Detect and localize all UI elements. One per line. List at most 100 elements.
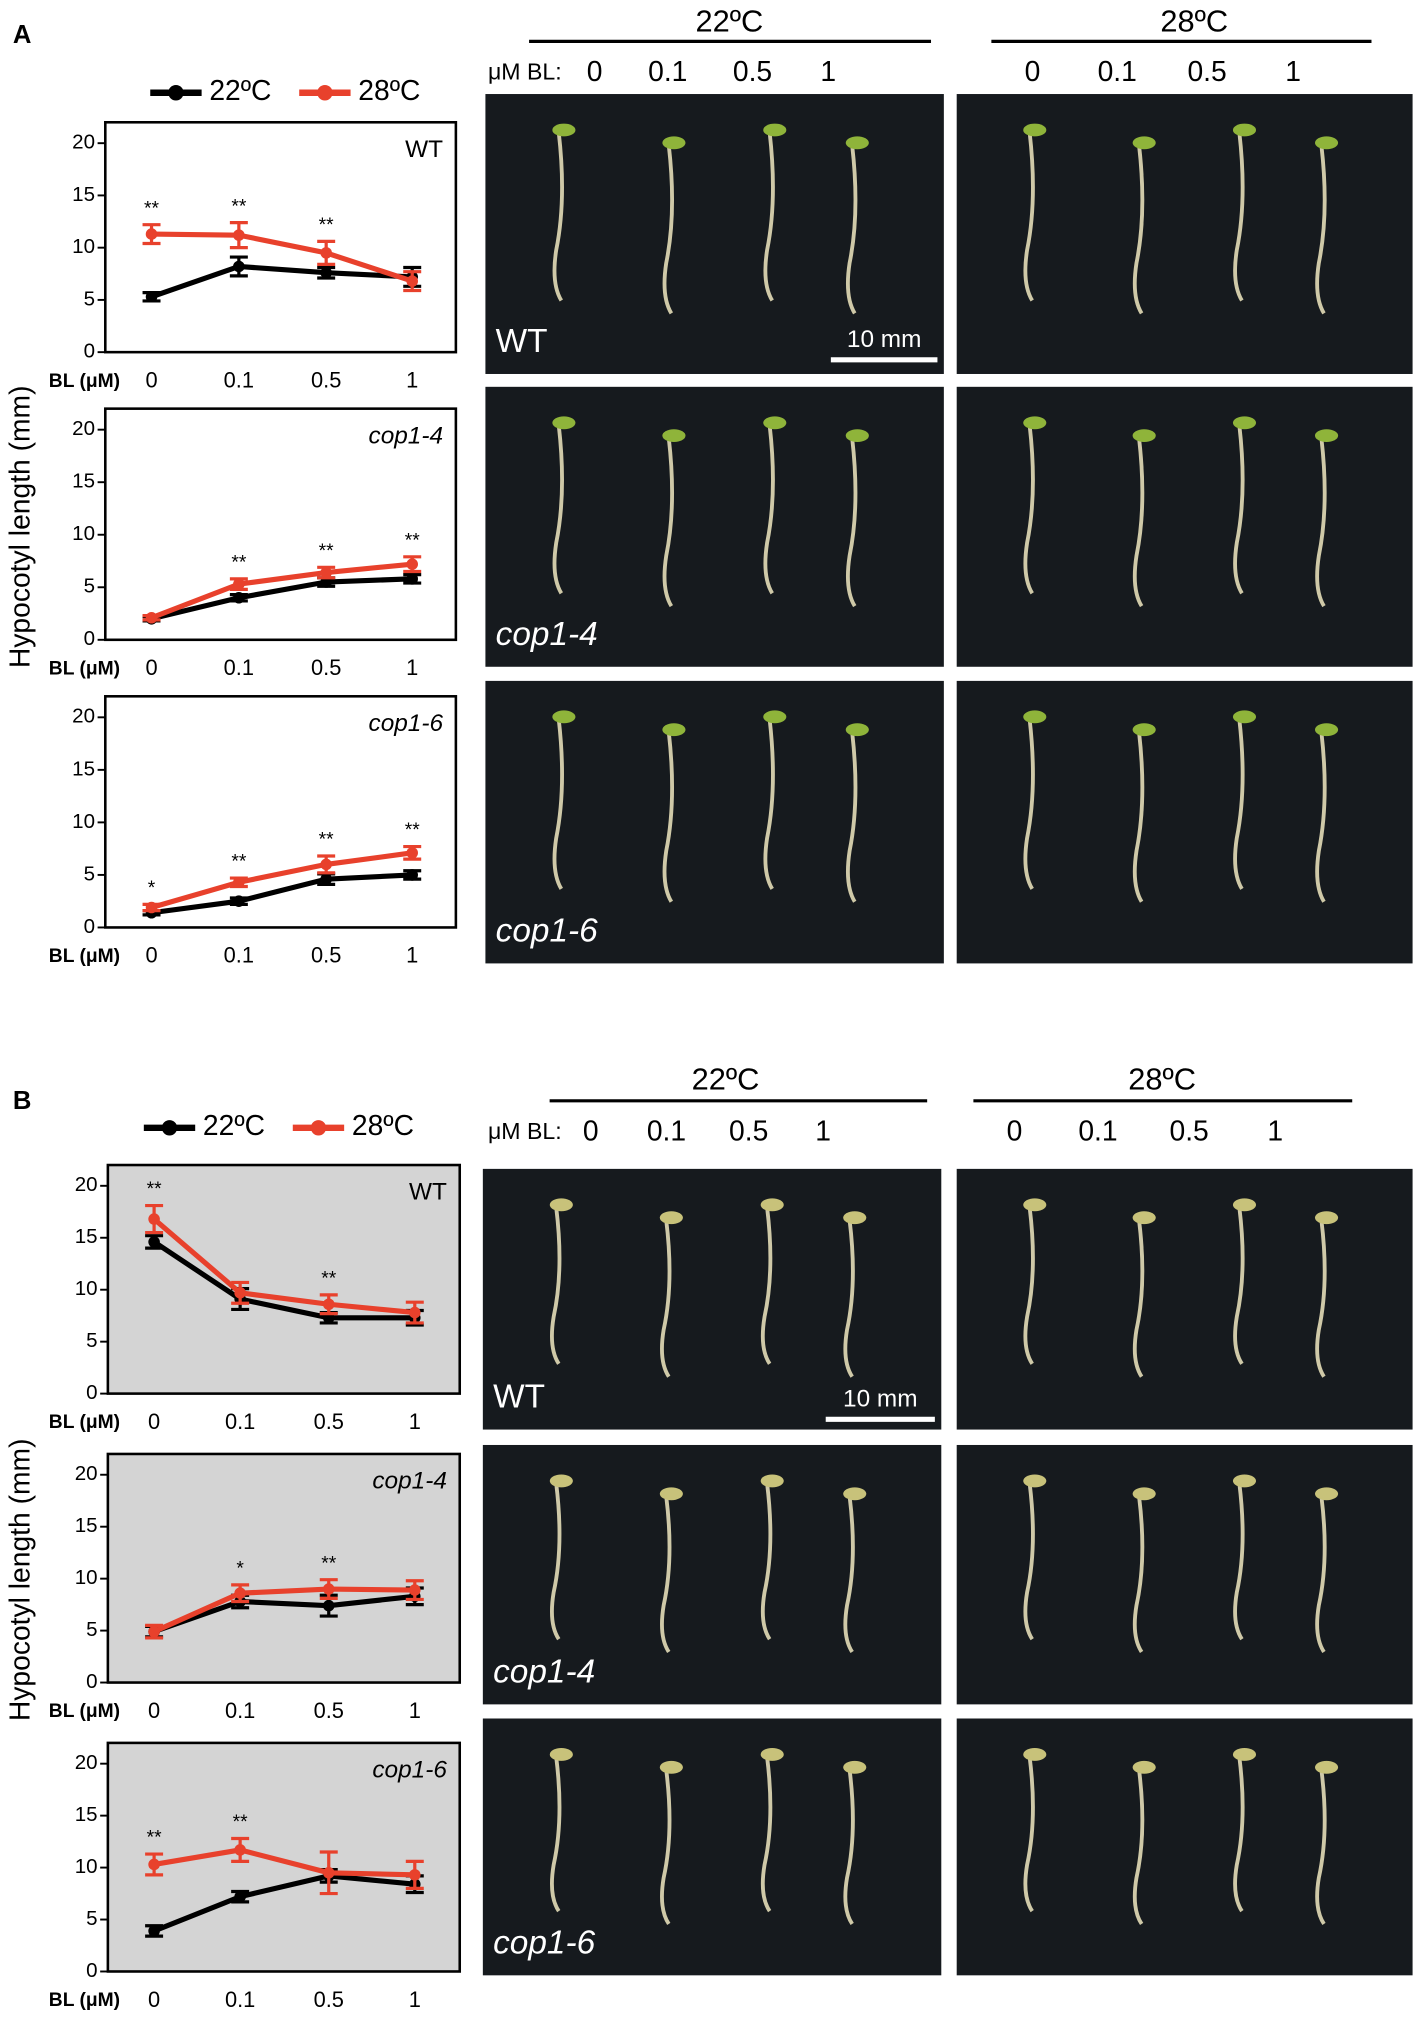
x-tick-label: 0.5	[314, 1987, 344, 2012]
cotyledon	[1132, 723, 1156, 737]
data-point	[234, 1587, 246, 1599]
dose-label: 0	[587, 55, 603, 87]
x-tick-label: 1	[409, 1698, 421, 1723]
seedling	[1023, 425, 1035, 595]
seedling-photo	[956, 1444, 1413, 1705]
seedling-photo	[482, 1168, 942, 1430]
chart-title: WT	[405, 136, 443, 163]
seedling	[662, 145, 675, 315]
cotyledon	[1232, 123, 1257, 137]
seedling	[843, 1220, 855, 1378]
dose-label: 1	[1285, 55, 1301, 87]
y-tick-label: 0	[84, 627, 95, 650]
seedling	[1315, 1769, 1327, 1926]
seedling	[1132, 1769, 1145, 1926]
dose-label: 0.1	[1078, 1114, 1117, 1146]
data-point	[409, 1584, 421, 1596]
data-point	[322, 1583, 335, 1595]
data-point	[148, 1858, 160, 1871]
temperature-header: 22ºC	[692, 1062, 760, 1097]
y-tick-label: 0	[84, 915, 95, 938]
series-line	[150, 576, 413, 622]
cotyledon	[549, 1474, 573, 1488]
x-tick-label: 0.1	[224, 943, 254, 968]
cotyledon	[1314, 136, 1339, 150]
y-tick-label: 20	[72, 131, 95, 154]
data-point	[145, 290, 158, 303]
cotyledon	[662, 429, 686, 443]
genotype-label: WT	[493, 1379, 545, 1416]
scale-bar-label: 10 mm	[847, 326, 922, 353]
cotyledon	[1314, 1487, 1339, 1501]
seedling-photo	[956, 1718, 1413, 1976]
y-tick-label: 15	[72, 183, 95, 206]
data-point	[145, 228, 158, 240]
x-tick-label: 1	[409, 1409, 421, 1434]
panel-letter: A	[13, 21, 32, 49]
series-line	[152, 1217, 416, 1316]
data-point	[234, 1890, 246, 1903]
x-tick-label: 1	[406, 367, 418, 392]
cotyledon	[662, 136, 686, 150]
seedling-photo	[956, 386, 1413, 667]
seedling	[552, 132, 564, 302]
data-point	[320, 266, 332, 279]
cotyledon	[1023, 1474, 1047, 1488]
x-axis-label: BL (μM)	[49, 658, 120, 679]
seedling	[1315, 1220, 1327, 1378]
significance-mark: **	[319, 541, 334, 562]
x-tick-label: 0.1	[225, 1987, 255, 2012]
x-tick-label: 0.5	[311, 655, 341, 680]
cotyledon	[1314, 1211, 1339, 1225]
series-line	[152, 1239, 415, 1321]
cotyledon	[845, 723, 869, 737]
data-point	[322, 1298, 335, 1311]
significance-mark: **	[147, 1828, 162, 1849]
seedling	[660, 1496, 672, 1654]
cotyledon	[1232, 1198, 1257, 1212]
dose-label: 0.5	[733, 55, 772, 87]
cotyledon	[552, 123, 576, 137]
cotyledon	[549, 1198, 573, 1212]
seedling	[1315, 437, 1327, 608]
legend-label: 22ºC	[203, 1109, 265, 1141]
series-line	[150, 263, 413, 300]
cotyledon	[659, 1760, 683, 1774]
data-point	[145, 901, 158, 914]
significance-mark: **	[321, 1553, 336, 1574]
genotype-label: cop1-6	[493, 1924, 595, 1961]
seedling	[760, 1756, 773, 1913]
cotyledon	[760, 1474, 784, 1488]
cotyledon	[843, 1760, 867, 1774]
cotyledon	[549, 1748, 573, 1761]
y-tick-label: 5	[86, 1329, 97, 1352]
y-tick-label: 0	[84, 340, 95, 363]
legend-label: 22ºC	[209, 74, 271, 106]
cotyledon	[1314, 429, 1339, 443]
x-axis-label: BL (μM)	[49, 1990, 120, 2011]
cotyledon	[845, 429, 869, 443]
seedling	[1233, 1483, 1245, 1641]
plot-area	[104, 407, 458, 642]
scale-bar-label: 10 mm	[843, 1385, 918, 1412]
genotype-label: cop1-6	[496, 912, 598, 949]
significance-mark: **	[321, 1269, 336, 1290]
dose-label: 0.1	[648, 55, 687, 87]
panel-letter: B	[13, 1087, 32, 1115]
dose-label: 0.5	[729, 1114, 768, 1146]
cotyledon	[1314, 1760, 1339, 1774]
x-tick-label: 0.5	[311, 943, 341, 968]
legend-label: 28ºC	[358, 74, 420, 106]
data-point	[320, 247, 332, 259]
chart-title: cop1-4	[369, 422, 444, 449]
x-tick-label: 0	[148, 1987, 160, 2012]
genotype-label: cop1-4	[496, 616, 598, 653]
data-point	[233, 578, 245, 590]
significance-mark: **	[319, 215, 334, 236]
cotyledon	[1132, 1760, 1156, 1774]
data-point	[409, 1869, 421, 1881]
data-point	[406, 869, 418, 881]
series-line	[153, 1873, 416, 1934]
y-tick-label: 5	[84, 862, 95, 885]
x-axis-label: BL (μM)	[49, 371, 120, 392]
